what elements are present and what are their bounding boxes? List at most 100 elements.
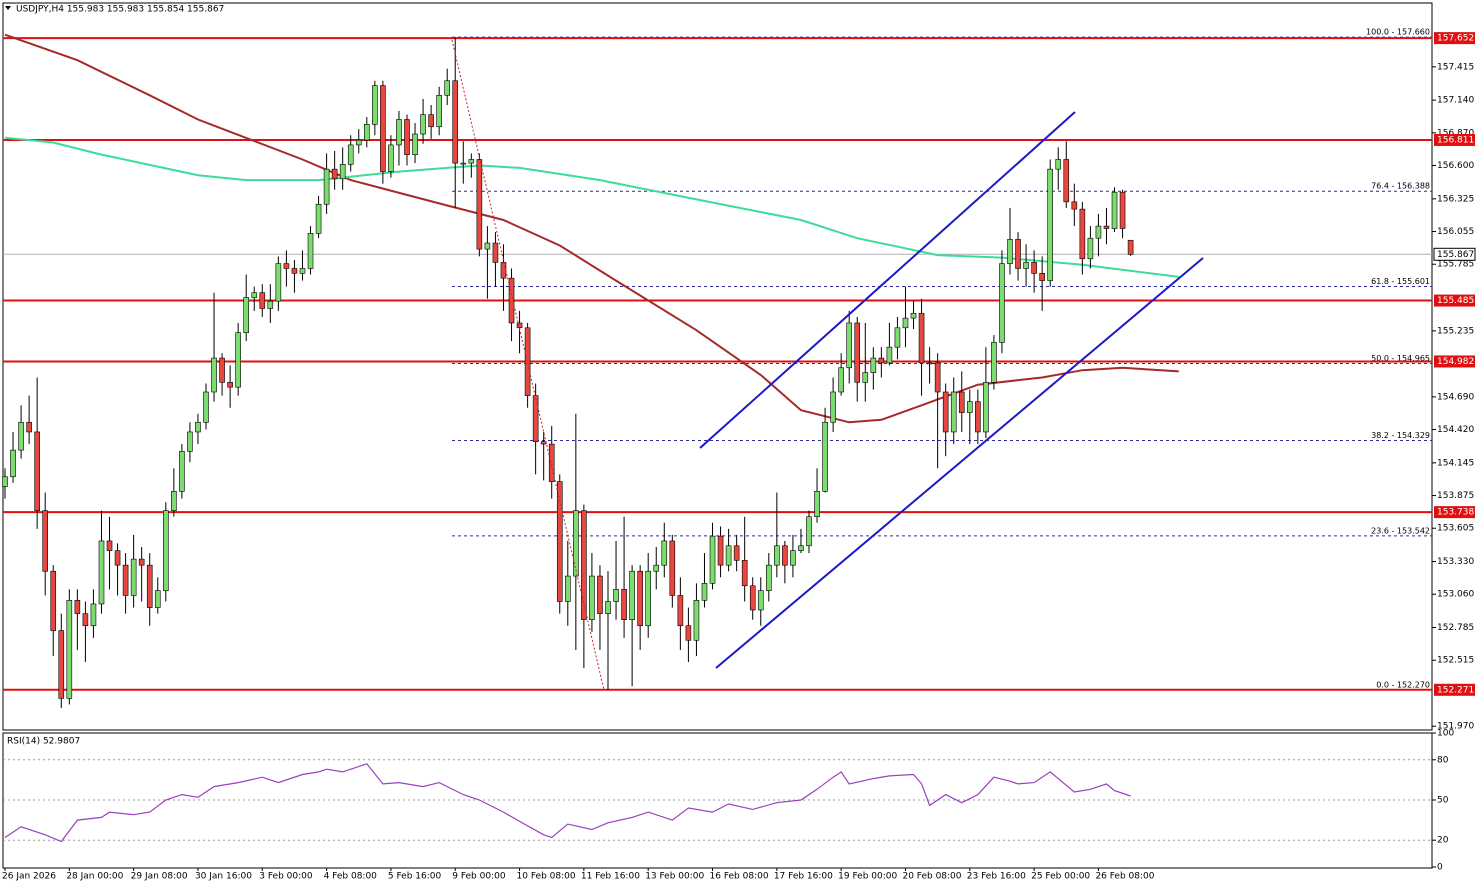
- y-tick-label: 152.785: [1437, 623, 1474, 633]
- fib-diagonal: [451, 39, 605, 691]
- candle-body: [412, 133, 418, 155]
- candle-body: [259, 292, 266, 309]
- candle-body: [926, 362, 933, 365]
- candle-body: [749, 585, 756, 611]
- candle-body: [1047, 168, 1053, 281]
- y-tick-label: 156.055: [1437, 227, 1474, 237]
- candle-body: [958, 391, 965, 413]
- candle-body: [685, 625, 692, 641]
- candle-body: [492, 242, 499, 263]
- candle-body: [315, 203, 322, 234]
- candle-body: [396, 119, 402, 146]
- candle-body: [597, 575, 603, 614]
- candle-body: [693, 599, 700, 641]
- moving-average: [4, 33, 1179, 424]
- candle-body: [581, 510, 587, 620]
- candle-body: [26, 421, 32, 433]
- candle-body: [98, 540, 105, 605]
- y-tick-label: 153.330: [1437, 557, 1474, 567]
- candle-body: [219, 357, 225, 383]
- candle-body: [918, 312, 925, 364]
- candle-body: [251, 292, 258, 298]
- candle-body: [227, 382, 233, 388]
- y-tick-label: 153.605: [1437, 524, 1474, 534]
- candle-body: [516, 322, 523, 329]
- x-tick-label: 11 Feb 16:00: [581, 872, 640, 882]
- x-tick-label: 10 Feb 08:00: [517, 872, 576, 882]
- candle-body: [347, 144, 354, 165]
- rsi-tick-label: 20: [1437, 836, 1449, 846]
- candle-body: [291, 268, 298, 274]
- candle-body: [966, 401, 973, 413]
- x-tick-label: 26 Feb 08:00: [1095, 872, 1154, 882]
- candle-body: [355, 139, 362, 146]
- candle-body: [42, 510, 49, 572]
- candle-body: [782, 545, 788, 566]
- candle-body: [725, 545, 732, 566]
- candle-body: [10, 449, 16, 478]
- candle-body: [540, 441, 547, 445]
- candle-body: [1007, 239, 1013, 264]
- candle-body: [420, 114, 426, 135]
- candle-body: [331, 168, 338, 180]
- candle-body: [741, 560, 748, 587]
- candle-body: [975, 401, 981, 433]
- level-label: 155.485: [1437, 296, 1474, 306]
- candle-body: [1103, 225, 1110, 229]
- candle-body: [154, 590, 161, 608]
- candle-body: [171, 490, 177, 511]
- fib-label: 50.0 - 154.965: [1371, 354, 1430, 363]
- candle-body: [66, 599, 73, 699]
- candle-body: [894, 327, 901, 348]
- candle-body: [991, 342, 997, 383]
- rsi-tick-label: 100: [1437, 729, 1454, 739]
- candle-body: [267, 300, 274, 309]
- candle-body: [1039, 273, 1045, 281]
- candle-body: [508, 277, 515, 324]
- y-tick-label: 156.870: [1437, 128, 1474, 138]
- level-label: 157.652: [1437, 34, 1474, 44]
- x-tick-label: 23 Feb 16:00: [967, 872, 1026, 882]
- level-label: 152.271: [1437, 685, 1474, 695]
- x-tick-label: 28 Jan 00:00: [66, 872, 123, 882]
- y-tick-label: 155.785: [1437, 260, 1474, 270]
- candle-body: [838, 367, 844, 393]
- candle-body: [999, 263, 1005, 343]
- candle-body: [621, 589, 627, 620]
- x-tick-label: 30 Jan 16:00: [195, 872, 252, 882]
- candle-body: [163, 510, 169, 591]
- candle-body: [532, 395, 539, 442]
- fib-label: 61.8 - 155.601: [1371, 277, 1430, 286]
- candle-body: [468, 159, 475, 164]
- x-tick-label: 17 Feb 16:00: [774, 872, 833, 882]
- y-tick-label: 157.415: [1437, 62, 1474, 72]
- candle-body: [701, 583, 708, 601]
- current-price-box: [1433, 247, 1476, 261]
- candle-body: [460, 162, 467, 165]
- level-label-box: [1434, 683, 1475, 696]
- candle-body: [211, 357, 217, 393]
- current-price-label: 155.867: [1437, 250, 1474, 260]
- candle-body: [1095, 225, 1102, 239]
- x-tick-label: 3 Feb 00:00: [259, 872, 313, 882]
- level-label: 154.982: [1437, 357, 1474, 367]
- candle-body: [372, 85, 378, 125]
- candle-body: [339, 164, 346, 180]
- fib-label: 76.4 - 156.388: [1371, 182, 1430, 191]
- price-panel: [2, 2, 1433, 731]
- candle-body: [82, 613, 89, 627]
- candle-body: [1119, 191, 1126, 229]
- candle-body: [34, 431, 40, 511]
- candle-body: [902, 317, 909, 329]
- y-tick-label: 154.420: [1437, 425, 1474, 435]
- candle-body: [798, 545, 804, 551]
- candle-body: [605, 601, 611, 614]
- candle-body: [179, 451, 185, 492]
- candle-body: [138, 558, 145, 566]
- candle-body: [299, 268, 306, 274]
- candle-body: [363, 124, 370, 141]
- candle-body: [58, 630, 65, 699]
- candle-body: [1015, 239, 1021, 269]
- candle-body: [452, 80, 459, 164]
